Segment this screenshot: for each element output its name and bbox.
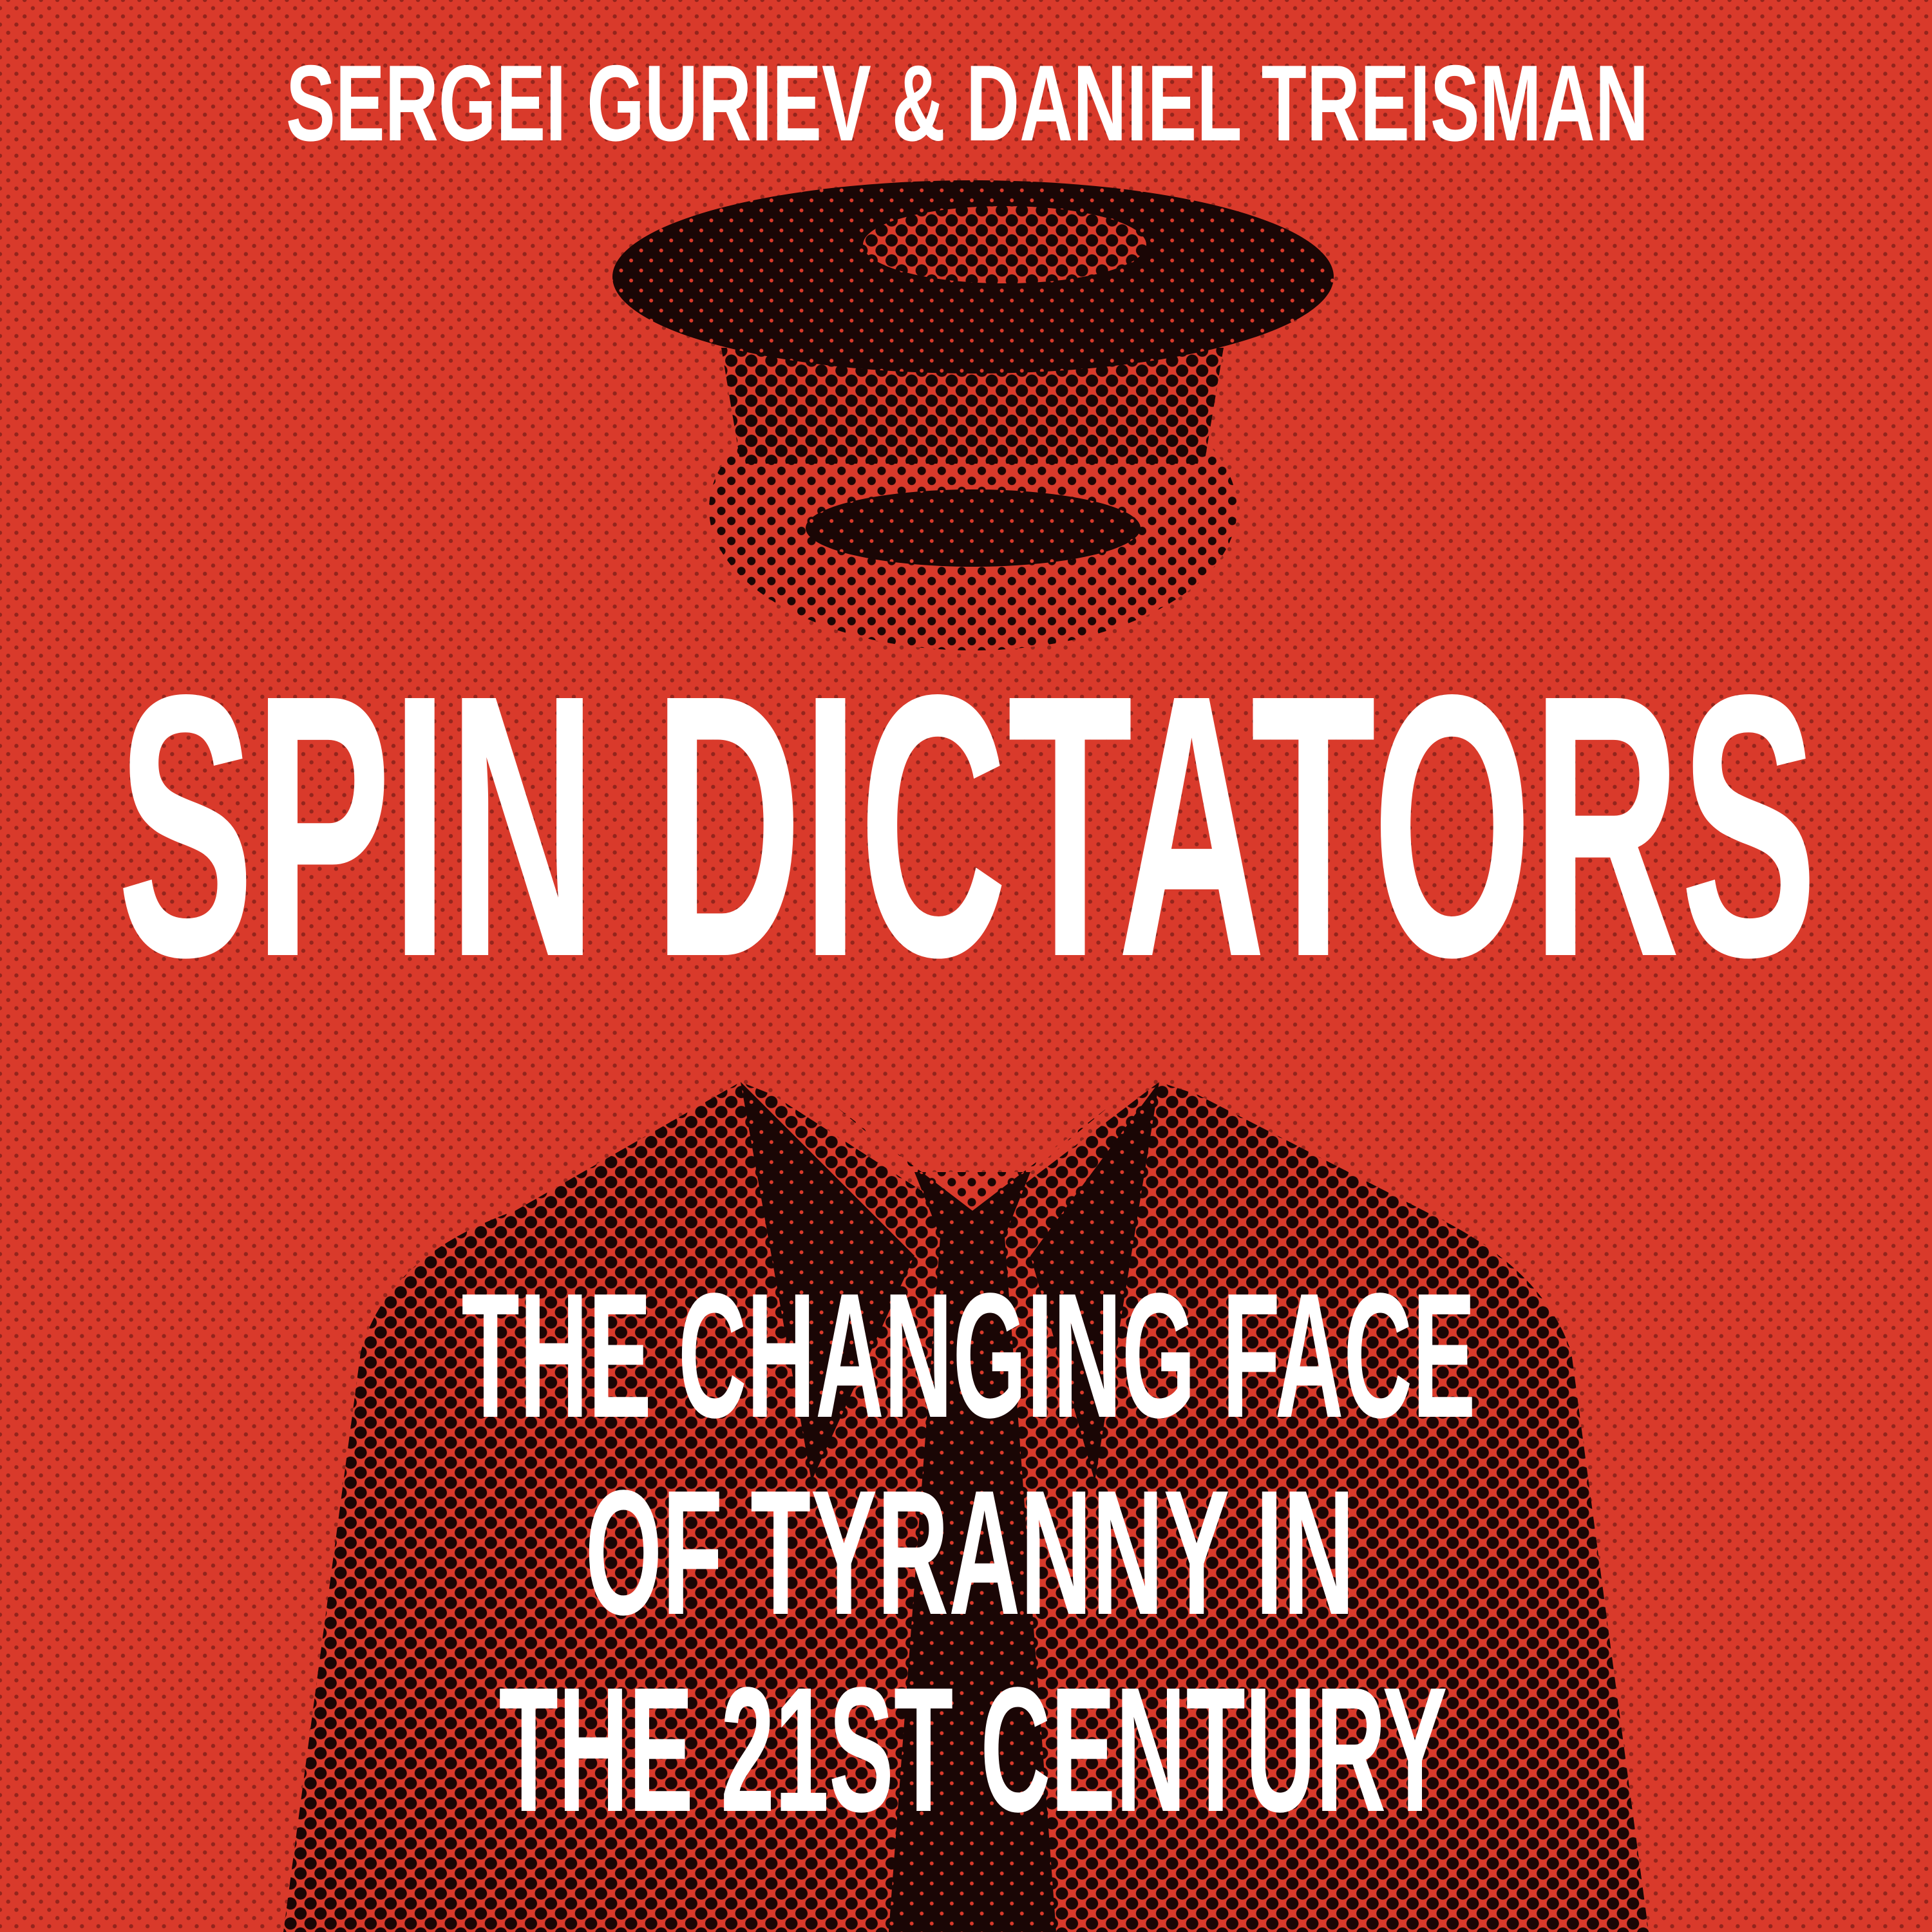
- book-title: SPIN DICTATORS: [117, 617, 1817, 1034]
- cap-band: [721, 348, 1224, 464]
- dictator-silhouette: [283, 180, 1649, 1932]
- author-names: SERGEI GURIEV & DANIEL TREISMAN: [286, 43, 1649, 164]
- mouth-shadow: [806, 489, 1141, 567]
- shirt-collar: [837, 1108, 1108, 1211]
- subtitle-line-2: OF TYRANNY IN: [585, 1454, 1355, 1652]
- necktie: [889, 1172, 1056, 1932]
- cap-badge: [863, 206, 1146, 283]
- subtitle-line-1: THE CHANGING FACE: [462, 1256, 1476, 1455]
- lapels: [741, 1082, 1159, 1481]
- subtitle-line-3: THE 21ST CENTURY: [499, 1651, 1448, 1849]
